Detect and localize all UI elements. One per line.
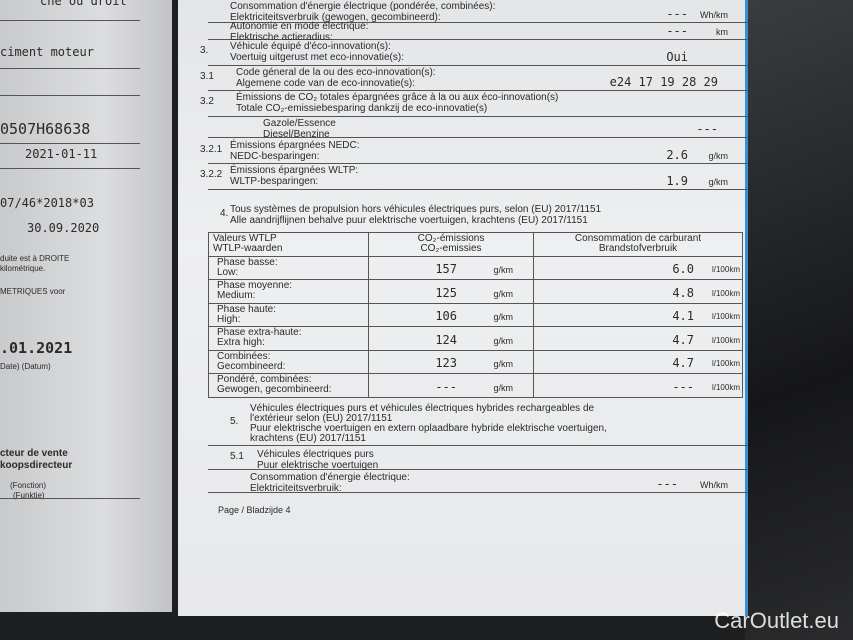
section-4: 4. Tous systèmes de propulsion hors véhic… [220, 204, 602, 226]
table-header: Valeurs WTLP WTLP-waarden CO₂-émissions CO₂… [208, 232, 743, 257]
row-section-5-1: 5.1 Véhicules électriques purs Puur elektr… [208, 447, 748, 471]
page-number: Page / Bladzijde 4 [218, 505, 291, 515]
left-text: kilométrique. [0, 264, 46, 273]
watermark-logo: CarOutlet.eu [714, 608, 839, 633]
phase-label: Combinées: Gecombineerd: [208, 349, 369, 374]
left-text: 0507H68638 [0, 120, 91, 138]
left-text: 07/46*2018*03 [0, 196, 94, 210]
co2-cell: 125 g/km [368, 279, 534, 304]
co2-cell: 123 g/km [368, 349, 534, 374]
fuel-cell: 4.7 l/100km [533, 326, 743, 351]
left-text: Date) (Datum) [0, 362, 51, 371]
phase-label: Phase haute: High: [208, 302, 369, 327]
co2-cell: 124 g/km [368, 326, 534, 351]
row-eco-code: 3.1 Code géneral de la ou des eco-innovat… [200, 67, 748, 91]
left-text: .01.2021 [0, 339, 73, 357]
row-energy-weighted: Consommation d'énergie électrique (pondé… [208, 0, 748, 23]
background [745, 0, 853, 640]
left-page: che ou droit ciment moteur 0507H68638 20… [0, 0, 172, 612]
row-fuel-type: Gazole/Essence Diesel/Benzine --- [208, 118, 748, 140]
left-text: METRIQUES voor [0, 287, 66, 296]
energy-weighted-label-fr: Consommation d'énergie électrique (pondé… [230, 1, 496, 12]
row-energy-consumption: Consommation d'énergie électrique: Elektr… [208, 471, 748, 494]
co2-cell: 157 g/km [368, 255, 534, 280]
phase-label: Pondéré, combinées: Gewogen, gecombineerd… [208, 373, 369, 398]
fuel-cell: 6.0 l/100km [533, 255, 743, 280]
phase-label: Phase basse: Low: [208, 255, 369, 280]
energy-weighted-label-nl: Elektriciteitsverbruik (gewogen, gecombi… [230, 12, 441, 23]
left-text: duite est à DROITE [0, 254, 70, 263]
left-text: (Fonction) [10, 481, 47, 490]
row-nedc-savings: 3.2.1 Émissions épargnées NEDC: NEDC-bespa… [200, 140, 748, 164]
fuel-cell: 4.1 l/100km [533, 302, 743, 327]
fuel-cell: 4.8 l/100km [533, 279, 743, 304]
left-text: cteur de vente [0, 448, 68, 459]
wltp-table: Valeurs WTLP WTLP-waarden CO₂-émissions CO₂… [208, 232, 743, 398]
right-page: Consommation d'énergie électrique (pondé… [178, 0, 748, 616]
section-5: 5. Véhicules électriques purs et véhicule… [208, 402, 748, 446]
left-text: (Funktie) [13, 491, 45, 500]
row-co2-savings: 3.2 Émissions de CO₂ totales épargnées gr… [200, 92, 748, 117]
left-text: ciment moteur [0, 45, 94, 59]
table-row: Phase haute: High: 106 g/km 4.1 l/100km [208, 302, 743, 327]
phase-label: Phase extra-haute: Extra high: [208, 326, 369, 351]
left-text: 30.09.2020 [27, 221, 100, 235]
co2-cell: --- g/km [368, 373, 534, 398]
row-eco-innovation: 3. Véhicule équipé d'éco-innovation(s): Vo… [200, 41, 748, 66]
row-wltp-savings: 3.2.2 Émissions épargnées WLTP: WLTP-bespa… [200, 165, 748, 190]
fuel-cell: 4.7 l/100km [533, 349, 743, 374]
table-row: Pondéré, combinées: Gewogen, gecombineerd… [208, 373, 743, 398]
row-electric-range: Autonomie en mode électrique: Elektrische… [208, 21, 748, 43]
table-row: Phase extra-haute: Extra high: 124 g/km 4.… [208, 326, 743, 351]
phase-label: Phase moyenne: Medium: [208, 279, 369, 304]
fuel-cell: --- l/100km [533, 373, 743, 398]
left-text: koopsdirecteur [0, 460, 73, 471]
table-row: Phase basse: Low: 157 g/km 6.0 l/100km [208, 255, 743, 280]
co2-cell: 106 g/km [368, 302, 534, 327]
table-row: Phase moyenne: Medium: 125 g/km 4.8 l/100km [208, 279, 743, 304]
table-row: Combinées: Gecombineerd: 123 g/km 4.7 l/100… [208, 349, 743, 374]
left-text: che ou droit [40, 0, 127, 8]
left-text: 2021-01-11 [25, 147, 98, 161]
